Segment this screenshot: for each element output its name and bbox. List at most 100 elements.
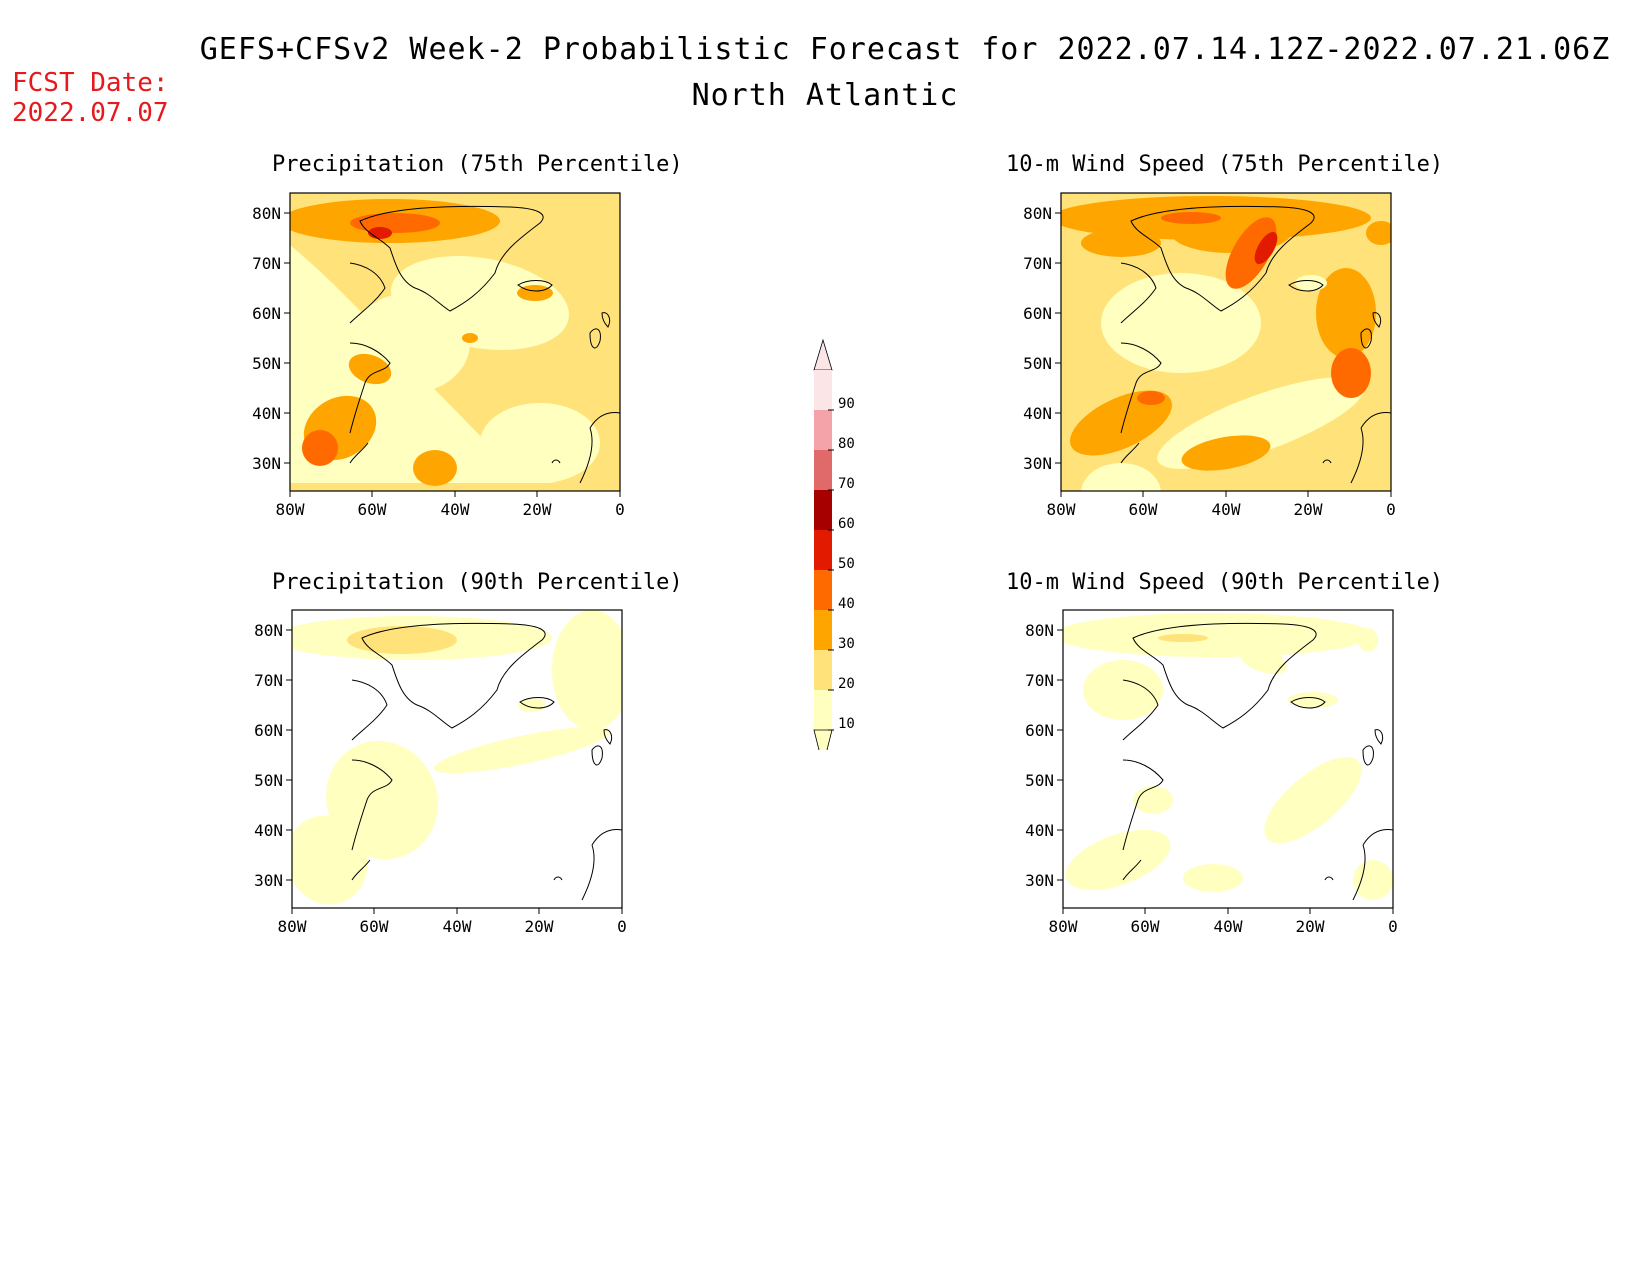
lat-tick-label: 60N [1025, 721, 1054, 740]
colorbar-label: 90 [838, 396, 855, 412]
lon-tick-label: 40W [441, 500, 470, 519]
lat-tick-label: 70N [1025, 671, 1054, 690]
lon-tick-label: 60W [1129, 500, 1158, 519]
shaded-field [292, 610, 622, 908]
lon-tick-label: 60W [358, 500, 387, 519]
lat-tick-label: 60N [1023, 304, 1052, 323]
coastline [351, 759, 393, 851]
probability-region [1225, 217, 1277, 289]
lat-tick-label: 50N [252, 354, 281, 373]
probability-region [350, 213, 440, 233]
lat-tick-label: 80N [252, 204, 281, 223]
lat-tick-label: 50N [1025, 771, 1054, 790]
coastline [519, 697, 555, 709]
coastline [1350, 412, 1391, 484]
panel-title-wind-90: 10-m Wind Speed (90th Percentile) [1006, 570, 1444, 595]
lon-tick-label: 80W [1049, 917, 1078, 936]
colorbar-swatch [814, 570, 832, 610]
shaded-field [1063, 610, 1393, 908]
coastline [1322, 459, 1332, 464]
lon-tick-label: 0 [1386, 500, 1396, 519]
probability-region [413, 450, 457, 486]
probability-region [348, 353, 392, 385]
probability-region [1070, 390, 1172, 456]
colorbar-swatch [814, 530, 832, 570]
coastline [601, 312, 611, 328]
lat-tick-label: 80N [1023, 204, 1052, 223]
lat-tick-label: 50N [254, 771, 283, 790]
lat-tick-label: 30N [252, 454, 281, 473]
coastline [1122, 759, 1164, 851]
probability-region [433, 726, 611, 774]
lat-tick-label: 80N [1025, 621, 1054, 640]
probability-region [1133, 786, 1173, 814]
lat-tick-label: 30N [254, 871, 283, 890]
coastline [351, 859, 371, 881]
colorbar-label: 80 [838, 436, 855, 452]
coastline [551, 459, 561, 464]
lon-tick-label: 40W [1212, 500, 1241, 519]
lat-tick-label: 30N [1023, 454, 1052, 473]
probability-region [1161, 212, 1221, 224]
lon-tick-label: 60W [360, 917, 389, 936]
probability-region [1081, 229, 1161, 257]
colorbar-bottom-arrow [813, 729, 833, 750]
region-subtitle: North Atlantic [691, 78, 959, 113]
lon-tick-label: 0 [617, 917, 627, 936]
colorbar-swatch [814, 650, 832, 690]
coastline [1372, 312, 1382, 328]
coastline [349, 442, 369, 464]
probability-region [1353, 860, 1393, 900]
probability-region [1063, 613, 1373, 657]
colorbar-swatch [814, 610, 832, 650]
coastline [361, 622, 546, 729]
lon-tick-label: 20W [1294, 500, 1323, 519]
lat-tick-label: 30N [1025, 871, 1054, 890]
coastline [591, 745, 603, 766]
probability-region [1083, 660, 1163, 720]
coastline [1122, 679, 1159, 741]
coastline [351, 679, 388, 741]
probability-colorbar: 90 80 70 60 50 40 30 20 10 [813, 338, 855, 750]
colorbar-label: 40 [838, 596, 855, 612]
coastline [1120, 342, 1162, 434]
coastline [1120, 262, 1157, 324]
lat-tick-label: 70N [1023, 254, 1052, 273]
coastline [1374, 729, 1384, 745]
lat-tick-label: 70N [254, 671, 283, 690]
lon-tick-label: 0 [1388, 917, 1398, 936]
probability-region [462, 333, 478, 343]
probability-region [1366, 221, 1391, 245]
probability-region [1295, 275, 1327, 291]
fcst-label-text: FCST Date: [12, 68, 169, 98]
map-wind-75: 80N 70N 60N 50N 40N 30N 80W 60W 40W 20W 0 [1023, 192, 1396, 519]
colorbar-label: 20 [838, 676, 855, 692]
colorbar-label: 60 [838, 516, 855, 532]
coastline [359, 205, 544, 312]
probability-region [292, 815, 368, 905]
colorbar-swatch [814, 410, 832, 450]
lon-tick-label: 0 [615, 500, 625, 519]
probability-region [518, 698, 546, 712]
colorbar-swatch [814, 370, 832, 410]
probability-region [1065, 829, 1171, 891]
map-wind-90: 80N 70N 60N 50N 40N 30N 80W 60W 40W 20W 0 [1025, 609, 1398, 936]
panel-title-precip-90: Precipitation (90th Percentile) [272, 570, 683, 595]
map-precip-75: 80N 70N 60N 50N 40N 30N 80W 60W 40W 20W 0 [252, 192, 625, 519]
probability-region [480, 403, 600, 483]
lon-tick-label: 80W [276, 500, 305, 519]
fcst-date-value: 2022.07.07 [12, 98, 169, 128]
colorbar-swatch [814, 690, 832, 730]
lat-tick-label: 80N [254, 621, 283, 640]
lat-tick-label: 60N [254, 721, 283, 740]
shaded-field [290, 193, 620, 491]
probability-region [368, 227, 392, 239]
probability-region [1239, 645, 1287, 675]
coastline [1132, 622, 1317, 729]
coastline [1360, 328, 1372, 349]
lon-tick-label: 20W [523, 500, 552, 519]
colorbar-label: 70 [838, 476, 855, 492]
probability-region [1158, 634, 1208, 642]
probability-region [552, 610, 622, 730]
panel-title-wind-75: 10-m Wind Speed (75th Percentile) [1006, 152, 1444, 177]
